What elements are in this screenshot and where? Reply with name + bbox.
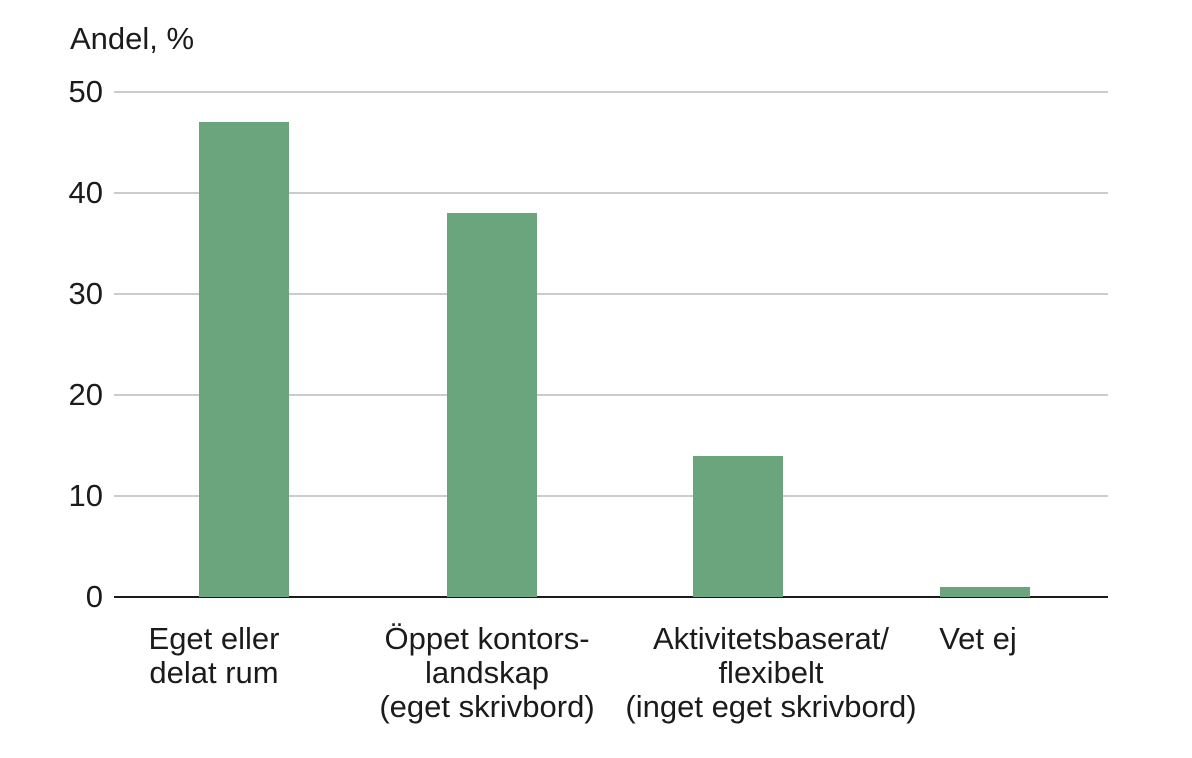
gridline [114, 192, 1108, 194]
category-label: Öppet kontors-landskap (eget skrivbord) [277, 622, 697, 724]
category-label-line: Öppet kontors- [384, 621, 590, 656]
category-label-line: Aktivitetsbaserat/ [652, 621, 890, 656]
y-tick-label: 10 [68, 478, 103, 513]
bar [199, 122, 289, 597]
y-tick-label: 50 [68, 74, 103, 109]
gridline [114, 293, 1108, 295]
bar [940, 586, 1030, 597]
category-label-line: delat rum [149, 655, 279, 690]
x-axis-line [114, 596, 1108, 598]
gridline [114, 394, 1108, 396]
category-label-line: Eget eller [148, 621, 280, 656]
bar [693, 455, 783, 597]
category-label-line: flexibelt [718, 655, 824, 690]
gridline [114, 495, 1108, 497]
gridline [114, 91, 1108, 93]
y-axis-title: Andel, % [70, 21, 195, 56]
category-label-line: Vet ej [939, 621, 1017, 656]
category-label: Eget eller delat rum [4, 622, 424, 690]
category-label: Aktivitetsbaserat/flexibelt (inget eget s… [561, 622, 981, 724]
y-tick-label: 0 [85, 579, 103, 614]
category-label: Vet ej [768, 622, 1188, 656]
category-label-line: (inget eget skrivbord) [625, 689, 917, 724]
category-label-line: landskap [424, 655, 550, 690]
y-tick-label: 20 [68, 377, 103, 412]
y-tick-label: 30 [68, 276, 103, 311]
category-label-line: (eget skrivbord) [379, 689, 595, 724]
bar [447, 213, 537, 597]
y-tick-label: 40 [68, 175, 103, 210]
